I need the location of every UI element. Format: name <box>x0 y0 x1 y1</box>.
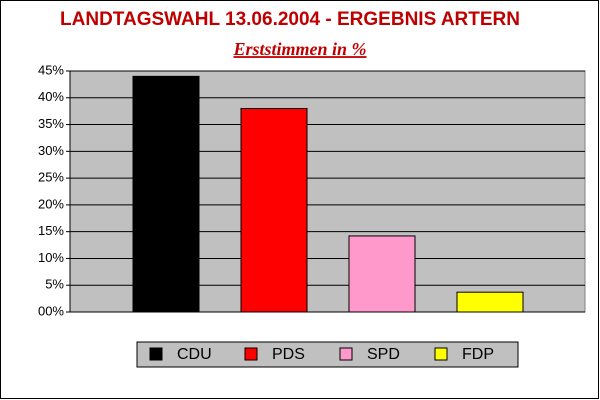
legend-swatch <box>434 347 448 361</box>
chart-title: LANDTAGSWAHL 13.06.2004 - ERGEBNIS ARTER… <box>60 9 520 30</box>
y-tick-label: 30% <box>38 143 64 158</box>
bar <box>240 107 308 313</box>
y-tick-label: 20% <box>38 196 64 211</box>
legend-label: PDS <box>272 346 305 363</box>
bar <box>348 235 416 313</box>
y-tick-label: 5% <box>45 277 64 292</box>
y-tick-label: 45% <box>38 62 64 77</box>
legend-label: FDP <box>462 346 494 363</box>
bar <box>132 75 200 313</box>
y-tick-label: 10% <box>38 250 64 265</box>
y-tick-label: 25% <box>38 170 64 185</box>
bar <box>456 291 524 313</box>
legend-box <box>136 341 519 368</box>
y-tick-label: 15% <box>38 223 64 238</box>
y-tick-label: 00% <box>38 303 64 318</box>
legend-label: CDU <box>177 346 212 363</box>
y-tick-label: 40% <box>38 89 64 104</box>
legend-swatch <box>244 347 258 361</box>
legend-swatch <box>149 347 163 361</box>
y-tick-label: 35% <box>38 116 64 131</box>
chart-subtitle: Erststimmen in % <box>232 39 366 59</box>
legend-swatch <box>339 347 353 361</box>
legend-label: SPD <box>367 346 400 363</box>
